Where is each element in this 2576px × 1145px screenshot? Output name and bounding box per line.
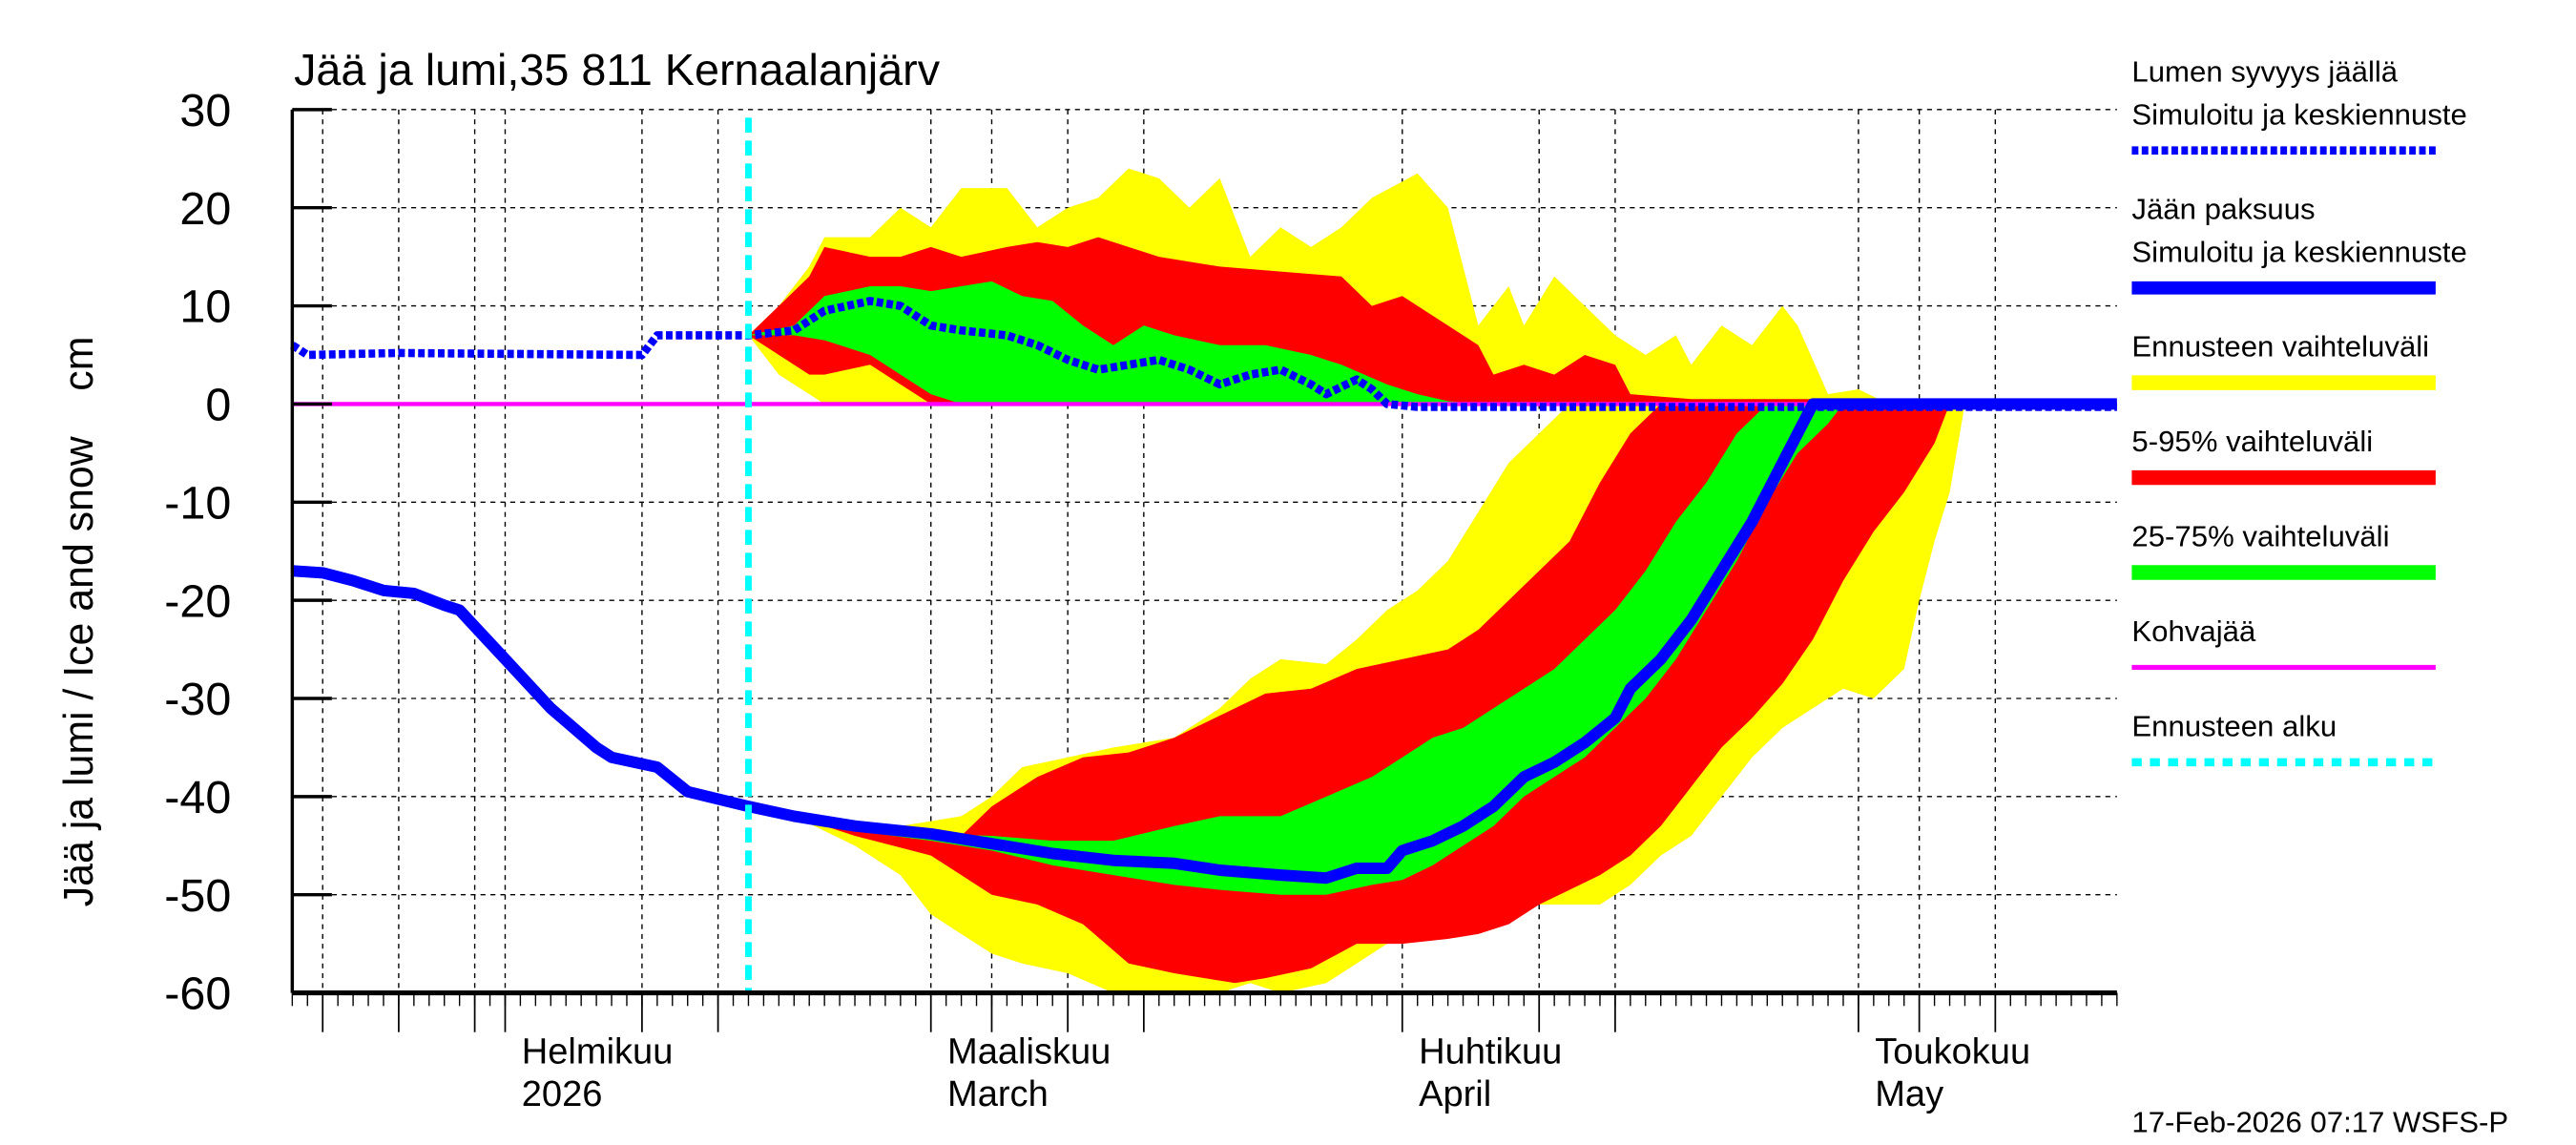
x-month-sublabel: March [947,1074,1049,1114]
legend-label: 5-95% vaihteluväli [2131,425,2373,458]
x-month-label: Toukokuu [1875,1031,2030,1072]
y-tick-label: -30 [164,674,231,725]
band-ice-4 [748,404,1950,984]
legend-label: Lumen syvyys jäällä [2131,55,2398,89]
legend-sublabel: Simuloitu ja keskiennuste [2131,235,2466,268]
y-tick-label: -60 [164,968,231,1020]
y-tick-label: 10 [179,281,231,333]
y-tick-label: -50 [164,870,231,922]
x-month-sublabel: 2026 [522,1074,603,1114]
x-month-sublabel: May [1875,1074,1943,1114]
x-month-label: Huhtikuu [1419,1031,1562,1072]
series-line-1 [291,398,2117,885]
y-tick-label: -20 [164,575,231,627]
y-tick-label: -40 [164,772,231,823]
band-ice-5 [794,404,1843,895]
series-lines [289,117,2117,993]
y-tick-label: 30 [179,85,231,136]
legend-label: Ennusteen vaihteluväli [2131,330,2429,364]
legend-label: Ennusteen alku [2131,710,2337,743]
x-month-label: Maaliskuu [947,1031,1111,1072]
legend: Lumen syvyys jäällä Simuloitu ja keskienn… [2131,55,2467,767]
y-tick-label: 20 [179,183,231,235]
footer-timestamp: 17-Feb-2026 07:17 WSFS-P [2131,1105,2508,1138]
y-axis-label: Jää ja lumi / Ice and snow cm [56,337,102,907]
chart-title: Jää ja lumi,35 811 Kernaalanjärv [294,45,941,94]
series-line-0 [289,297,2117,411]
legend-label: Kohvajää [2131,614,2256,648]
legend-sublabel: Simuloitu ja keskiennuste [2131,97,2466,131]
y-tick-label: 0 [205,380,231,431]
legend-label: Jään paksuus [2131,193,2315,226]
legend-label: 25-75% vaihteluväli [2131,520,2389,553]
x-month-sublabel: April [1419,1074,1491,1114]
x-month-label: Helmikuu [522,1031,674,1072]
bands [748,168,1965,993]
y-tick-label: -10 [164,478,231,530]
